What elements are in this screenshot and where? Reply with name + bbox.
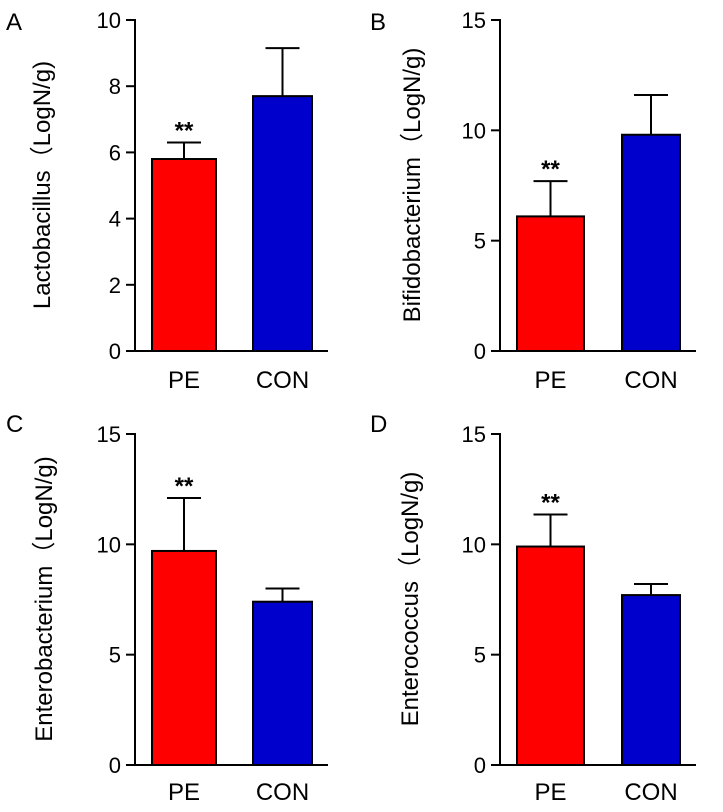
x-tick-label: CON bbox=[624, 367, 677, 394]
significance-marker: ** bbox=[175, 473, 194, 500]
bar-con bbox=[252, 95, 313, 352]
x-tick-label: PE bbox=[168, 367, 200, 394]
panel-letter: D bbox=[370, 411, 387, 438]
y-tick-label: 0 bbox=[474, 753, 486, 778]
y-tick-label: 15 bbox=[462, 422, 486, 447]
y-tick-label: 10 bbox=[97, 8, 121, 33]
y-tick-label: 10 bbox=[462, 118, 486, 143]
y-tick-label: 2 bbox=[109, 273, 121, 298]
panel-c: C Enterobacterium（LogN/g) ** PE CON 0 5 10 15 bbox=[6, 411, 328, 806]
x-tick-label: PE bbox=[534, 367, 566, 394]
x-tick-label: PE bbox=[534, 779, 566, 806]
x-tick-label: CON bbox=[256, 367, 309, 394]
y-tick-label: 5 bbox=[109, 643, 121, 668]
panel-letter: B bbox=[370, 9, 386, 36]
y-axis-label: Lactobacillus（LogN/g) bbox=[29, 61, 56, 309]
y-tick-label: 5 bbox=[474, 229, 486, 254]
y-tick-label: 10 bbox=[462, 532, 486, 557]
significance-marker: ** bbox=[541, 490, 560, 517]
y-tick-label: 0 bbox=[474, 339, 486, 364]
y-tick-label: 15 bbox=[97, 422, 121, 447]
y-tick-label: 6 bbox=[109, 140, 121, 165]
significance-marker: ** bbox=[541, 156, 560, 183]
y-axis-label: Enterococcus（LogN/g) bbox=[397, 472, 424, 727]
panel-letter: A bbox=[6, 9, 22, 36]
bar-pe bbox=[516, 215, 585, 352]
panel-b: B Bifidobacterium（LogN/g) ** PE CON 0 5 10 15 bbox=[370, 8, 696, 394]
bar-con bbox=[621, 594, 681, 766]
panel-d: D Enterococcus（LogN/g) ** PE CON 0 5 10 15 bbox=[370, 411, 696, 806]
y-tick-label: 4 bbox=[109, 207, 121, 232]
bar-pe bbox=[151, 549, 217, 766]
panel-a: A Lactobacillus（LogN/g) ** PE CON 0 2 4 6 8 10 bbox=[6, 8, 328, 394]
bar-con bbox=[252, 600, 313, 766]
y-tick-label: 5 bbox=[474, 643, 486, 668]
x-tick-label: CON bbox=[256, 779, 309, 806]
x-tick-label: CON bbox=[624, 779, 677, 806]
bar-con bbox=[621, 133, 681, 352]
y-axis-label: Enterobacterium（LogN/g) bbox=[31, 456, 58, 741]
panel-letter: C bbox=[6, 411, 23, 438]
x-tick-label: PE bbox=[168, 779, 200, 806]
y-tick-label: 0 bbox=[109, 339, 121, 364]
y-tick-label: 8 bbox=[109, 74, 121, 99]
y-tick-label: 0 bbox=[109, 753, 121, 778]
y-tick-label: 15 bbox=[462, 8, 486, 33]
y-axis-label: Bifidobacterium（LogN/g) bbox=[399, 48, 426, 323]
bar-pe bbox=[151, 158, 217, 352]
significance-marker: ** bbox=[175, 117, 194, 144]
y-tick-label: 10 bbox=[97, 532, 121, 557]
bar-pe bbox=[516, 545, 585, 766]
